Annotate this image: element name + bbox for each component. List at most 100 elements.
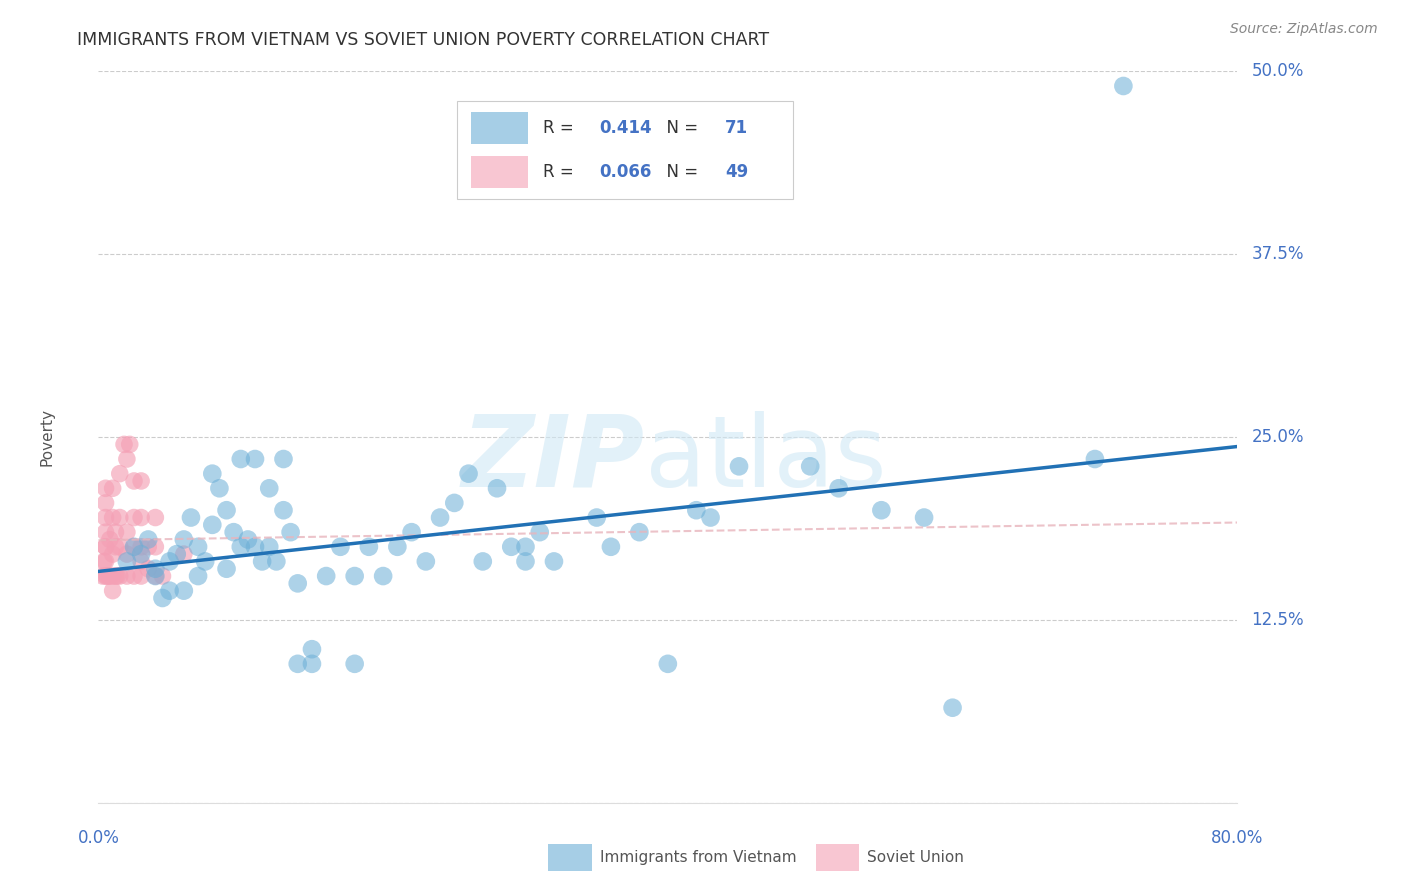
Point <box>329 540 352 554</box>
Point <box>94 481 117 495</box>
Text: IMMIGRANTS FROM VIETNAM VS SOVIET UNION POVERTY CORRELATION CHART: IMMIGRANTS FROM VIETNAM VS SOVIET UNION … <box>77 31 769 49</box>
Point <box>98 569 121 583</box>
Text: 0.066: 0.066 <box>599 162 652 181</box>
Point <box>129 510 152 524</box>
FancyBboxPatch shape <box>457 101 793 200</box>
Point <box>108 540 131 554</box>
Point <box>259 540 281 554</box>
Text: 49: 49 <box>725 162 748 181</box>
Point <box>828 481 851 495</box>
Point <box>93 554 115 568</box>
Point <box>152 569 174 583</box>
Point <box>104 569 127 583</box>
Point <box>187 569 209 583</box>
Point <box>301 657 323 671</box>
Point <box>94 496 117 510</box>
Point <box>600 540 623 554</box>
Point <box>501 540 523 554</box>
Point <box>94 554 117 568</box>
Point <box>401 525 423 540</box>
Point <box>373 569 395 583</box>
Point <box>912 510 935 524</box>
Point <box>108 569 131 583</box>
Point <box>101 569 124 583</box>
Point <box>457 467 479 481</box>
Point <box>243 540 266 554</box>
Point <box>145 510 167 524</box>
Point <box>942 700 965 714</box>
Point <box>266 554 288 568</box>
Point <box>280 525 302 540</box>
Point <box>98 533 121 547</box>
Point <box>105 569 128 583</box>
FancyBboxPatch shape <box>471 112 527 145</box>
Point <box>628 525 651 540</box>
Text: 80.0%: 80.0% <box>1211 830 1264 847</box>
Point <box>94 540 117 554</box>
Point <box>287 657 309 671</box>
Point <box>115 525 138 540</box>
Point <box>187 540 209 554</box>
Point <box>97 569 120 583</box>
Point <box>208 481 231 495</box>
Text: R =: R = <box>543 120 579 137</box>
Point <box>101 510 124 524</box>
Point <box>115 569 138 583</box>
Point <box>115 554 138 568</box>
Point <box>94 540 117 554</box>
Point <box>129 569 152 583</box>
Point <box>515 554 537 568</box>
Point <box>236 533 259 547</box>
Text: 0.414: 0.414 <box>599 120 652 137</box>
Point <box>180 510 202 524</box>
Point <box>215 562 238 576</box>
Point <box>250 554 273 568</box>
Text: 0.0%: 0.0% <box>77 830 120 847</box>
Point <box>471 554 494 568</box>
Point <box>129 540 152 554</box>
Point <box>96 569 118 583</box>
Text: R =: R = <box>543 162 579 181</box>
Point <box>529 525 551 540</box>
Point <box>685 503 707 517</box>
Point <box>166 547 188 561</box>
Point <box>101 583 124 598</box>
Point <box>101 547 124 561</box>
Point <box>129 547 152 561</box>
Point <box>259 481 281 495</box>
Point <box>215 503 238 517</box>
Point <box>415 554 437 568</box>
Point <box>129 554 152 568</box>
Point <box>194 554 217 568</box>
Point <box>122 569 145 583</box>
Point <box>115 547 138 561</box>
Text: 71: 71 <box>725 120 748 137</box>
Text: Immigrants from Vietnam: Immigrants from Vietnam <box>599 850 796 865</box>
Point <box>108 467 131 481</box>
Point <box>108 510 131 524</box>
Point <box>201 467 224 481</box>
Point <box>201 517 224 532</box>
Point <box>273 503 295 517</box>
FancyBboxPatch shape <box>815 845 859 871</box>
Point <box>1084 452 1107 467</box>
Point <box>118 437 141 451</box>
Point <box>94 569 117 583</box>
Point <box>145 540 167 554</box>
Point <box>145 569 167 583</box>
Point <box>799 459 821 474</box>
FancyBboxPatch shape <box>548 845 592 871</box>
Text: 50.0%: 50.0% <box>1251 62 1303 80</box>
Text: atlas: atlas <box>645 410 887 508</box>
Point <box>112 437 135 451</box>
Point <box>91 569 114 583</box>
Point <box>315 569 337 583</box>
Point <box>229 540 252 554</box>
Point <box>585 510 607 524</box>
Text: Poverty: Poverty <box>39 408 55 467</box>
FancyBboxPatch shape <box>471 155 527 188</box>
Point <box>357 540 380 554</box>
Text: 12.5%: 12.5% <box>1251 611 1305 629</box>
Point <box>515 540 537 554</box>
Text: N =: N = <box>657 162 704 181</box>
